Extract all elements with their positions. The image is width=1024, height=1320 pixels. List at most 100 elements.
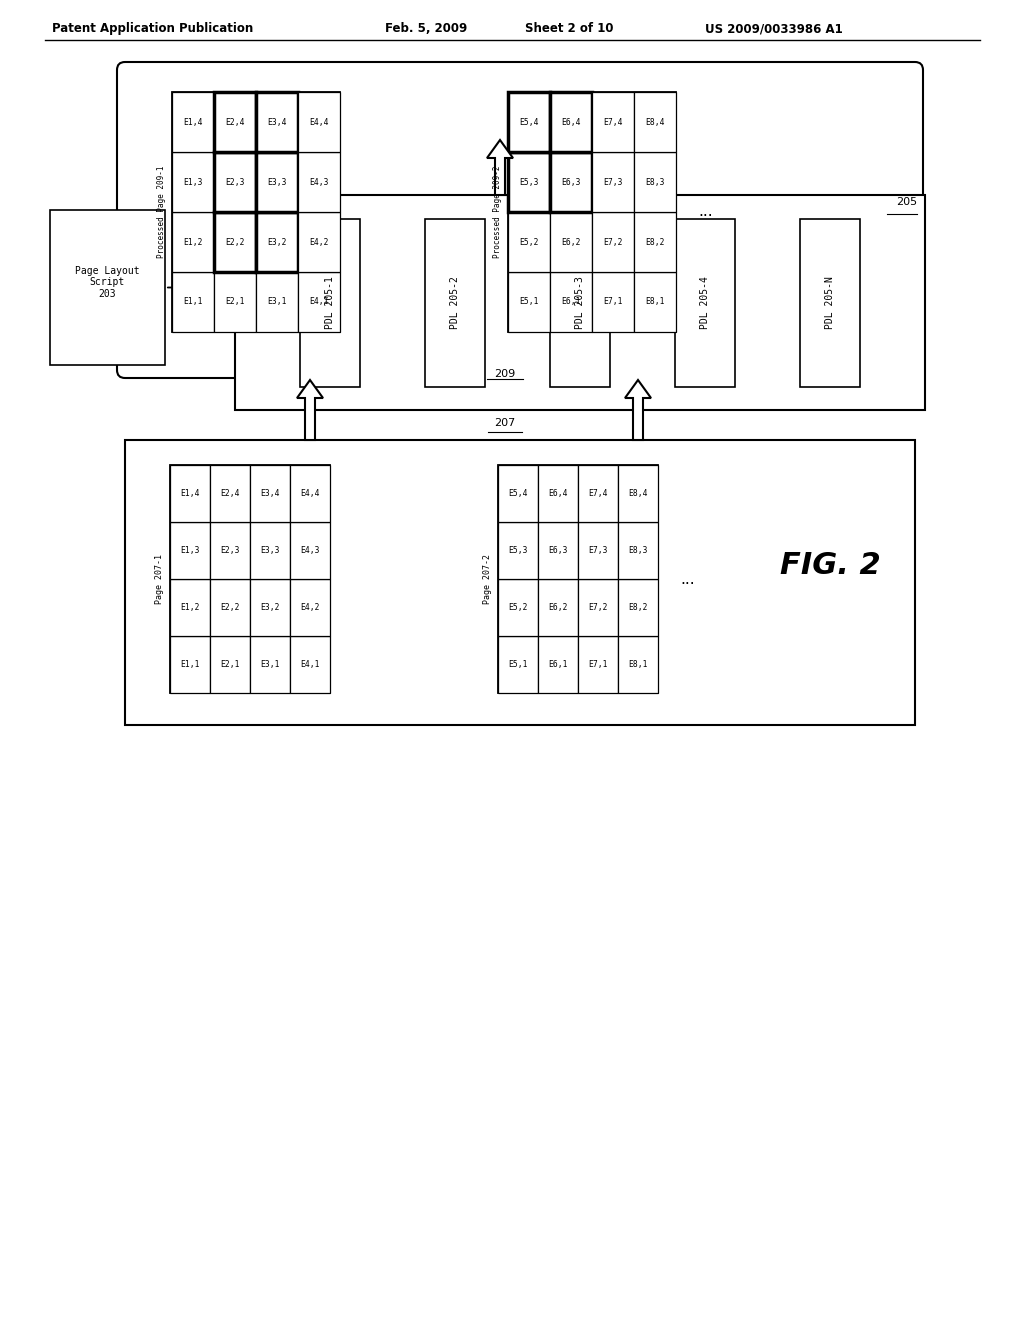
Text: E2,2: E2,2 — [225, 238, 245, 247]
Bar — [498, 465, 538, 521]
Text: E3,4: E3,4 — [267, 117, 287, 127]
Bar — [550, 152, 592, 213]
Bar — [618, 521, 658, 579]
Text: E7,1: E7,1 — [588, 660, 608, 669]
Text: Processed Page 209-1: Processed Page 209-1 — [157, 166, 166, 259]
Bar — [578, 521, 618, 579]
Bar — [298, 152, 340, 213]
Bar — [550, 272, 592, 333]
Text: E5,4: E5,4 — [519, 117, 539, 127]
Text: E1,4: E1,4 — [183, 117, 203, 127]
Text: E6,2: E6,2 — [561, 238, 581, 247]
Text: E4,2: E4,2 — [300, 603, 319, 612]
Bar — [300, 219, 360, 387]
Text: E6,4: E6,4 — [548, 488, 567, 498]
Bar — [250, 636, 290, 693]
Text: E6,1: E6,1 — [561, 297, 581, 306]
Bar — [170, 465, 210, 521]
Bar — [538, 521, 578, 579]
FancyBboxPatch shape — [117, 62, 923, 378]
Text: E3,4: E3,4 — [260, 488, 280, 498]
Text: 207: 207 — [495, 418, 516, 428]
Text: PDL 205-3: PDL 205-3 — [575, 276, 585, 329]
Bar — [170, 579, 210, 636]
Bar — [800, 219, 860, 387]
Bar — [634, 272, 676, 333]
Bar — [170, 465, 330, 693]
Text: E7,3: E7,3 — [588, 546, 608, 554]
Bar — [290, 465, 330, 521]
Text: ...: ... — [680, 572, 694, 586]
Text: E7,3: E7,3 — [603, 177, 623, 186]
Text: Feb. 5, 2009: Feb. 5, 2009 — [385, 22, 467, 36]
Bar — [618, 579, 658, 636]
Text: E4,1: E4,1 — [309, 297, 329, 306]
Bar — [508, 272, 550, 333]
Text: Processed Page 209-2: Processed Page 209-2 — [493, 166, 502, 259]
Text: E1,3: E1,3 — [183, 177, 203, 186]
Text: E8,1: E8,1 — [645, 297, 665, 306]
Bar — [498, 521, 538, 579]
Bar — [170, 636, 210, 693]
Bar — [125, 440, 915, 725]
Text: E5,2: E5,2 — [519, 238, 539, 247]
Bar — [250, 521, 290, 579]
Text: E5,2: E5,2 — [508, 603, 527, 612]
Bar — [298, 92, 340, 152]
Bar — [256, 272, 298, 333]
Text: E1,4: E1,4 — [180, 488, 200, 498]
Text: E4,4: E4,4 — [300, 488, 319, 498]
Bar — [210, 579, 250, 636]
Polygon shape — [297, 380, 323, 440]
Polygon shape — [487, 140, 513, 195]
Text: E7,1: E7,1 — [603, 297, 623, 306]
Text: E6,3: E6,3 — [548, 546, 567, 554]
Text: PDL 205-2: PDL 205-2 — [450, 276, 460, 329]
Bar — [425, 219, 485, 387]
Bar — [256, 213, 298, 272]
Text: E4,4: E4,4 — [309, 117, 329, 127]
Text: PDL 205-N: PDL 205-N — [825, 276, 835, 329]
Text: E2,1: E2,1 — [220, 660, 240, 669]
Bar — [170, 521, 210, 579]
Bar — [214, 152, 256, 213]
Text: E8,2: E8,2 — [629, 603, 648, 612]
Text: 205: 205 — [896, 197, 918, 207]
Bar — [234, 195, 925, 411]
Text: E4,1: E4,1 — [300, 660, 319, 669]
Text: E3,2: E3,2 — [260, 603, 280, 612]
Text: E8,3: E8,3 — [645, 177, 665, 186]
Bar — [298, 272, 340, 333]
Bar — [578, 579, 618, 636]
Text: E2,3: E2,3 — [225, 177, 245, 186]
Bar — [538, 465, 578, 521]
Polygon shape — [625, 380, 651, 440]
Bar — [210, 636, 250, 693]
Text: E5,1: E5,1 — [519, 297, 539, 306]
Text: PDL 205-4: PDL 205-4 — [700, 276, 710, 329]
Text: E7,4: E7,4 — [603, 117, 623, 127]
Text: E8,4: E8,4 — [629, 488, 648, 498]
Bar — [508, 92, 676, 333]
Bar — [618, 636, 658, 693]
Text: E5,1: E5,1 — [508, 660, 527, 669]
Text: E7,2: E7,2 — [603, 238, 623, 247]
Text: E5,3: E5,3 — [508, 546, 527, 554]
Text: E5,4: E5,4 — [508, 488, 527, 498]
Bar — [298, 213, 340, 272]
Text: Patent Application Publication: Patent Application Publication — [52, 22, 253, 36]
Text: E5,3: E5,3 — [519, 177, 539, 186]
Text: E2,2: E2,2 — [220, 603, 240, 612]
Bar — [290, 636, 330, 693]
Text: Sheet 2 of 10: Sheet 2 of 10 — [525, 22, 613, 36]
Bar — [214, 213, 256, 272]
Bar — [172, 152, 214, 213]
Text: E3,1: E3,1 — [260, 660, 280, 669]
Text: E7,2: E7,2 — [588, 603, 608, 612]
Bar — [50, 210, 165, 366]
Text: 209: 209 — [495, 370, 516, 379]
Bar — [592, 92, 634, 152]
Text: E7,4: E7,4 — [588, 488, 608, 498]
Bar — [210, 465, 250, 521]
Bar — [550, 219, 610, 387]
